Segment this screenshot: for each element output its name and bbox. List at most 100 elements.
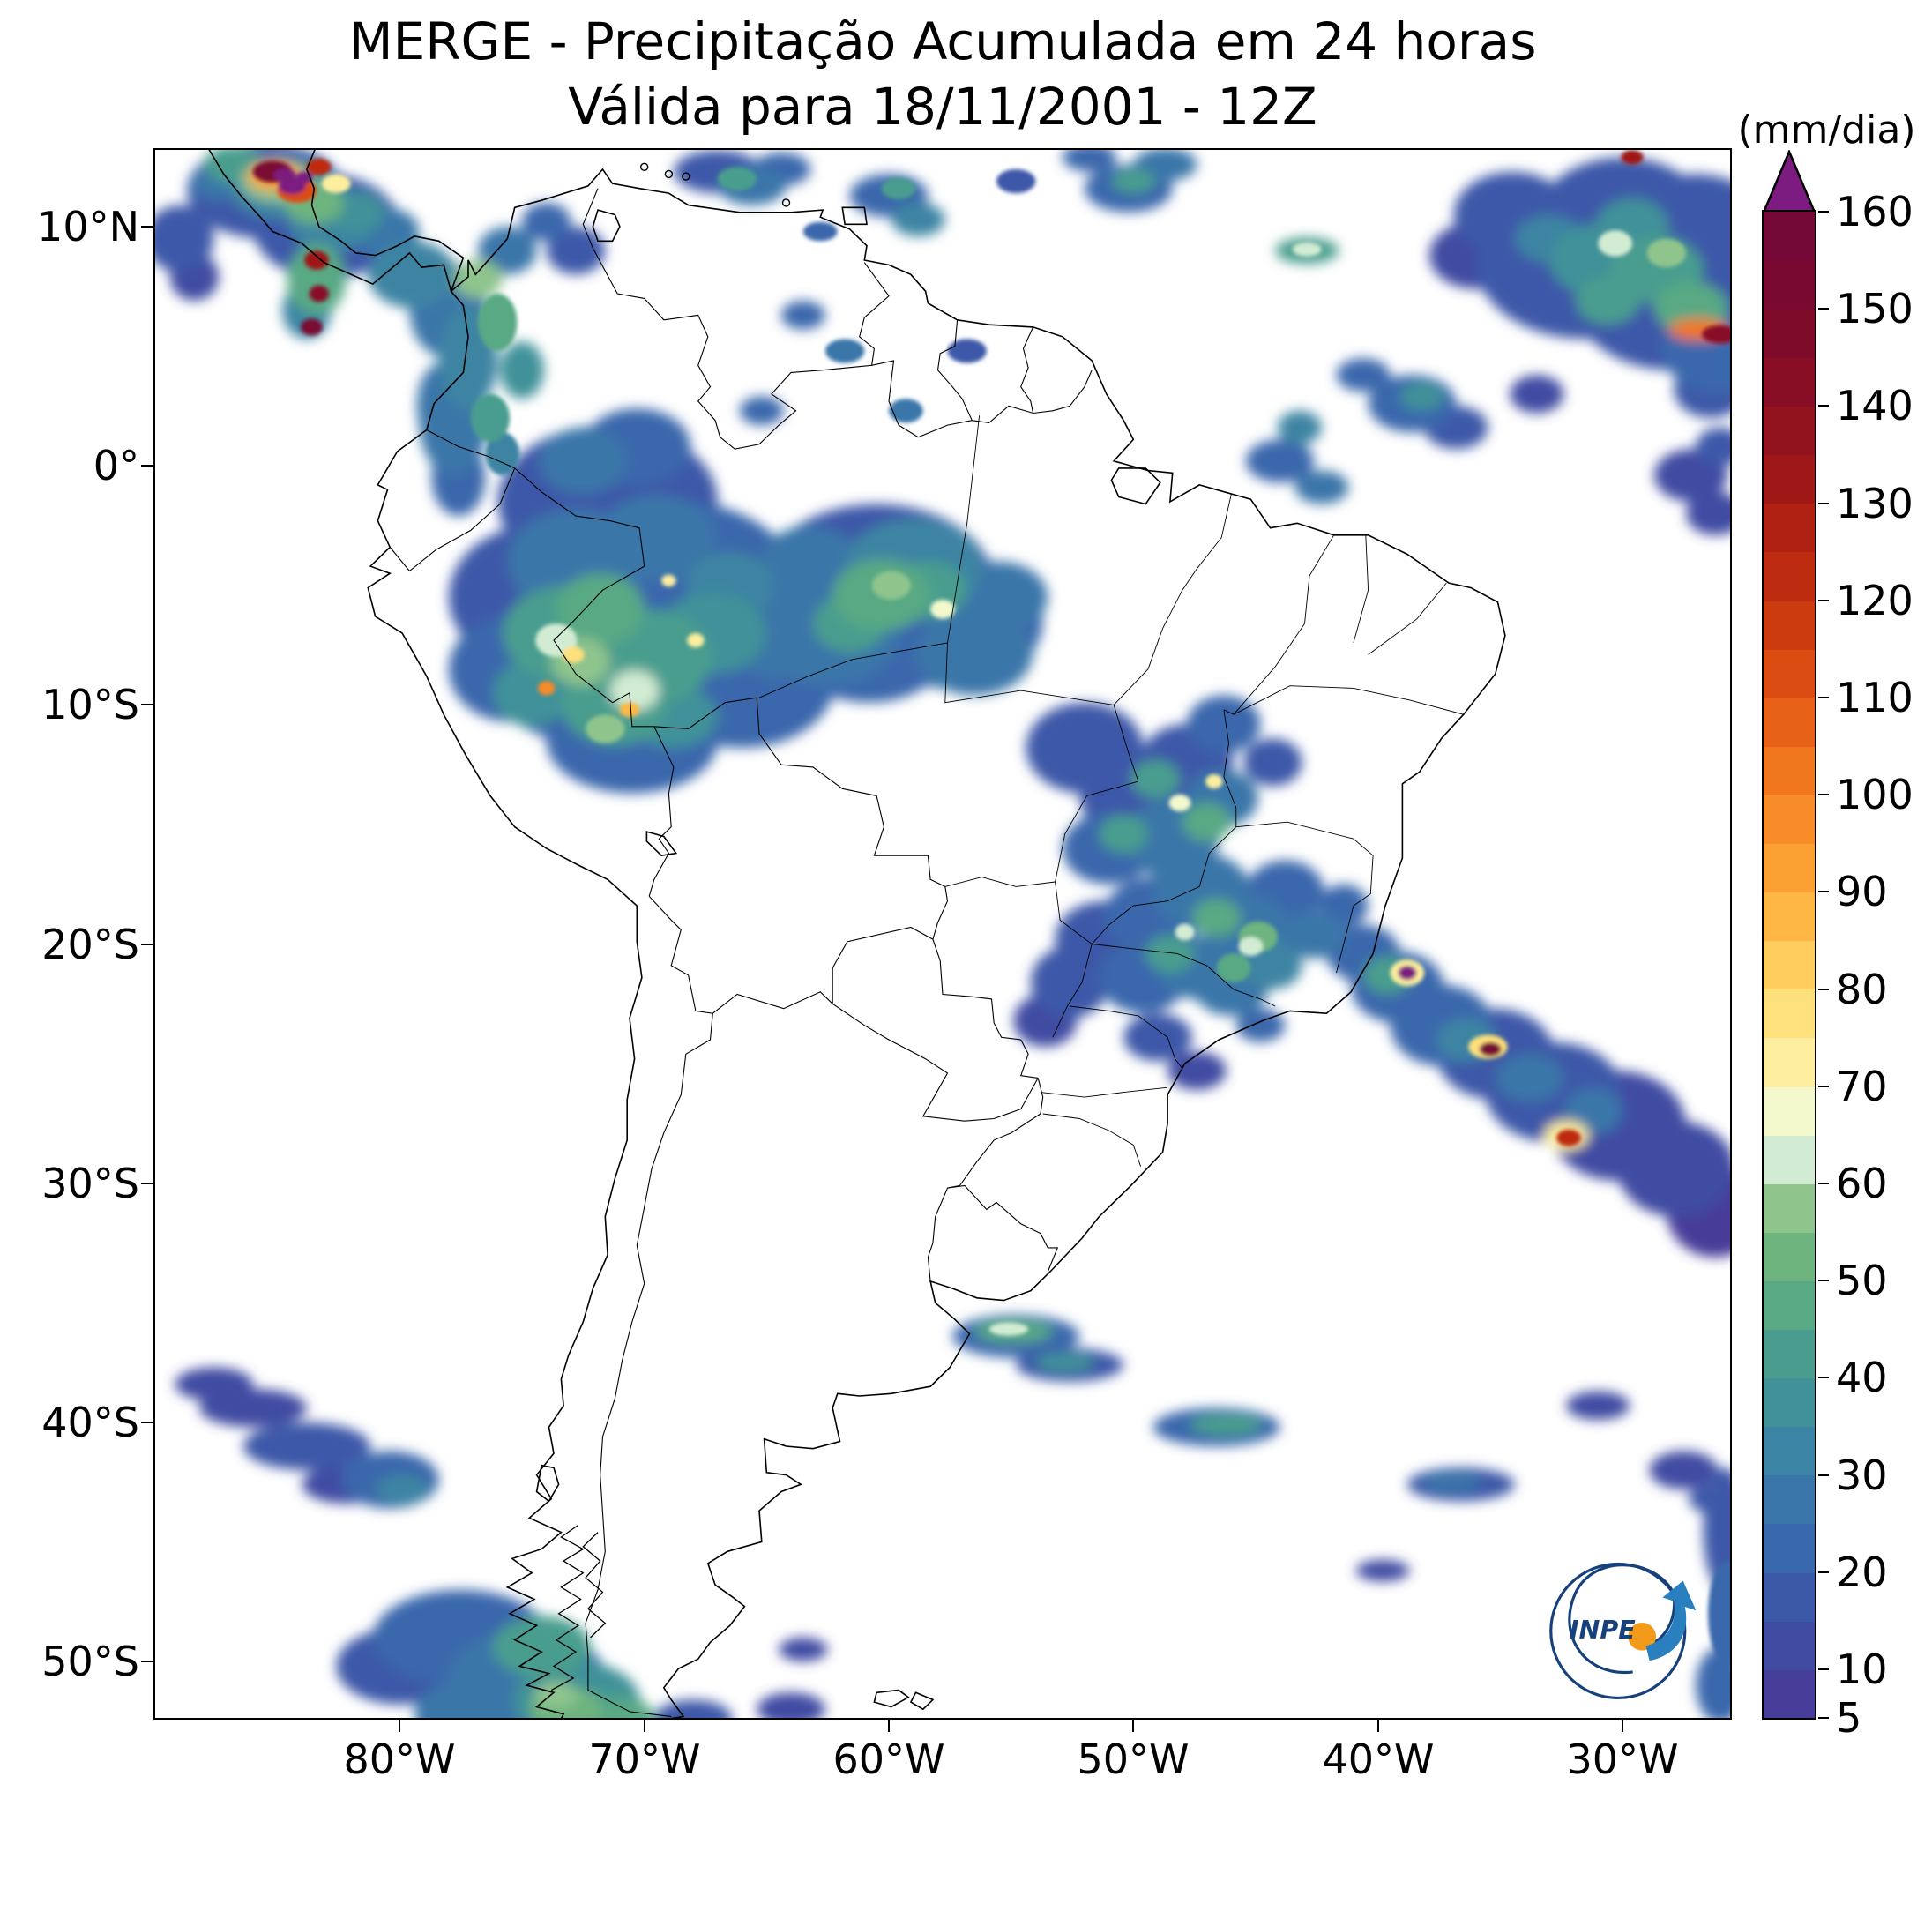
colorbar-tick	[1818, 989, 1829, 990]
inpe-logo-graphic: INPE	[1549, 1562, 1697, 1700]
colorbar-tick	[1818, 405, 1829, 407]
colorbar-tick-label: 160	[1836, 188, 1913, 235]
precip-cell	[1062, 150, 1116, 172]
country-border	[859, 262, 890, 366]
precip-cell	[198, 1388, 307, 1428]
colorbar-tick	[1818, 697, 1829, 698]
precip-cell	[375, 1474, 429, 1504]
precip-cell	[609, 670, 660, 712]
precip-cell	[1336, 358, 1391, 392]
colorbar-tick	[1818, 503, 1829, 504]
state-border	[1113, 705, 1139, 782]
state-border	[944, 642, 1115, 705]
coastline	[592, 209, 621, 243]
fjord-coastline	[582, 1532, 607, 1639]
colorbar-tick	[1818, 891, 1829, 892]
state-border	[1223, 534, 1335, 715]
colorbar-tick-label: 20	[1836, 1549, 1888, 1596]
precip-cell	[1205, 774, 1223, 789]
country-border	[932, 938, 1039, 1079]
coastline	[841, 206, 868, 226]
country-border	[1020, 326, 1034, 414]
inpe-logo-text: INPE	[1570, 1616, 1636, 1645]
lat-tick-label: 20°S	[41, 921, 139, 968]
precip-cell	[453, 260, 503, 299]
colorbar-band	[1764, 357, 1815, 407]
lon-tick	[644, 1720, 645, 1732]
precip-cell	[1292, 242, 1322, 257]
colorbar-tick-label: 110	[1836, 674, 1913, 721]
state-border	[1092, 944, 1276, 1007]
precip-cell	[538, 681, 556, 696]
precip-cell	[485, 432, 520, 475]
country-border	[947, 1184, 1059, 1273]
island	[640, 162, 649, 171]
precip-cell	[306, 158, 332, 175]
precip-cell	[500, 341, 544, 399]
precip-cell	[1421, 1472, 1481, 1492]
precip-cell	[1282, 910, 1346, 959]
precip-cell	[478, 227, 537, 275]
precip-cell	[779, 1637, 828, 1661]
precip-cell	[1510, 375, 1564, 414]
lon-tick-label: 40°W	[1322, 1736, 1435, 1783]
lat-tick	[141, 1422, 153, 1423]
colorbar-over-arrow-shape	[1762, 150, 1816, 213]
colorbar-tick	[1818, 600, 1829, 601]
colorbar-over-arrow	[1762, 150, 1816, 213]
map-lines	[208, 150, 1506, 1718]
precip-cell	[586, 714, 625, 743]
precip-cell	[1688, 1484, 1730, 1513]
colorbar-tick-label: 120	[1836, 577, 1913, 624]
precip-field	[155, 150, 1730, 1718]
precip-cell	[1702, 325, 1730, 344]
precip-cell	[1145, 934, 1195, 974]
colorbar-tick	[1818, 1183, 1829, 1184]
state-border	[1233, 685, 1464, 715]
fjord-coastline	[550, 1524, 585, 1691]
country-border	[585, 895, 713, 1717]
precip-cell	[522, 202, 571, 242]
colorbar-tick	[1818, 1377, 1829, 1378]
colorbar-tick-label: 80	[1836, 966, 1888, 1013]
colorbar-tick	[1818, 1668, 1829, 1670]
country-border	[936, 319, 973, 421]
precip-cell	[368, 241, 457, 309]
precip-cell	[597, 494, 716, 581]
lat-tick-label: 50°S	[41, 1638, 139, 1685]
map-frame: INPE	[153, 148, 1732, 1720]
colorbar-band	[1764, 406, 1815, 456]
colorbar-band	[1764, 1426, 1815, 1476]
precip-cell	[661, 574, 676, 587]
colorbar-band	[1764, 648, 1815, 698]
precip-cell	[930, 600, 955, 619]
colorbar-band	[1764, 1571, 1815, 1622]
colorbar-tick	[1818, 308, 1829, 310]
country-border	[712, 991, 833, 1014]
precip-cell	[1167, 1051, 1227, 1090]
colorbar-band	[1764, 309, 1815, 359]
precip-cell	[891, 202, 945, 236]
precip-cell	[871, 571, 911, 601]
country-border	[832, 1003, 1039, 1122]
colorbar-band	[1764, 260, 1815, 310]
inpe-logo-sphere	[1628, 1622, 1657, 1651]
precip-cell	[1355, 1559, 1410, 1582]
colorbar-band	[1764, 795, 1815, 845]
lon-tick	[1377, 1720, 1379, 1732]
precip-cell	[533, 1682, 578, 1708]
precip-cell	[1563, 1087, 1622, 1136]
lat-tick	[141, 944, 153, 945]
lon-tick	[1132, 1720, 1134, 1732]
precip-cell	[687, 633, 705, 648]
precip-cell	[996, 168, 1036, 194]
precip-cell	[242, 1422, 370, 1471]
coastline	[208, 150, 465, 294]
colorbar-tick-label: 90	[1836, 868, 1888, 915]
colorbar-band	[1764, 212, 1815, 261]
colorbar-band	[1764, 1377, 1815, 1428]
precip-cell	[478, 294, 518, 351]
precip-cell	[988, 1322, 1029, 1336]
lon-tick	[399, 1720, 400, 1732]
inpe-logo-orbit	[1568, 1564, 1675, 1675]
